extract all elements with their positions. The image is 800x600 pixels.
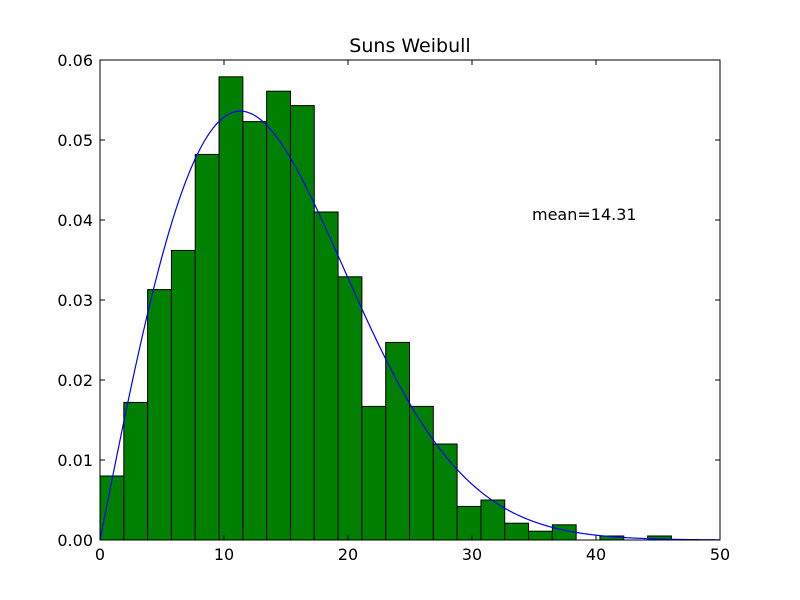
- histogram-bar: [147, 289, 172, 541]
- weibull-fit-curve: [99, 110, 721, 541]
- chart-title: Suns Weibull: [349, 35, 470, 57]
- y-tick-label: 0.03: [57, 291, 93, 310]
- mean-annotation: mean=14.31: [532, 205, 637, 224]
- y-tick-label: 0.02: [57, 371, 93, 390]
- histogram-bar: [170, 249, 196, 541]
- y-tick-label: 0.04: [57, 211, 93, 230]
- bars-layer: [99, 76, 672, 541]
- histogram-bar: [289, 105, 315, 541]
- histogram-bar: [337, 276, 363, 541]
- histogram-bar: [99, 475, 125, 541]
- y-tick-label: 0.05: [57, 131, 93, 150]
- histogram-bar: [266, 90, 291, 541]
- histogram-bar: [432, 443, 458, 541]
- histogram-bar: [528, 530, 553, 541]
- histogram-bar: [218, 76, 244, 541]
- x-tick-label: 20: [338, 545, 358, 564]
- histogram-bar: [194, 153, 220, 541]
- y-tick-label: 0.01: [57, 451, 93, 470]
- y-tick-label: 0.06: [57, 51, 93, 70]
- x-tick-label: 40: [586, 545, 606, 564]
- histogram-bar: [385, 341, 411, 541]
- x-tick-label: 10: [214, 545, 234, 564]
- ticks-layer: 0 10 20 30 40 50 0.00 0.01 0.02 0.03 0.04 0.05 0.06: [57, 51, 730, 564]
- x-tick-label: 30: [462, 545, 482, 564]
- histogram-bar: [123, 401, 149, 541]
- histogram-bar: [361, 405, 387, 541]
- curve-layer: [99, 110, 721, 541]
- histogram-bar: [313, 211, 339, 541]
- x-tick-label: 50: [710, 545, 730, 564]
- y-tick-label: 0.00: [57, 531, 93, 550]
- histogram-bar: [242, 121, 268, 541]
- x-tick-label: 0: [95, 545, 105, 564]
- histogram-bar: [504, 522, 530, 541]
- histogram-bar: [456, 505, 482, 541]
- histogram-bar: [409, 405, 434, 541]
